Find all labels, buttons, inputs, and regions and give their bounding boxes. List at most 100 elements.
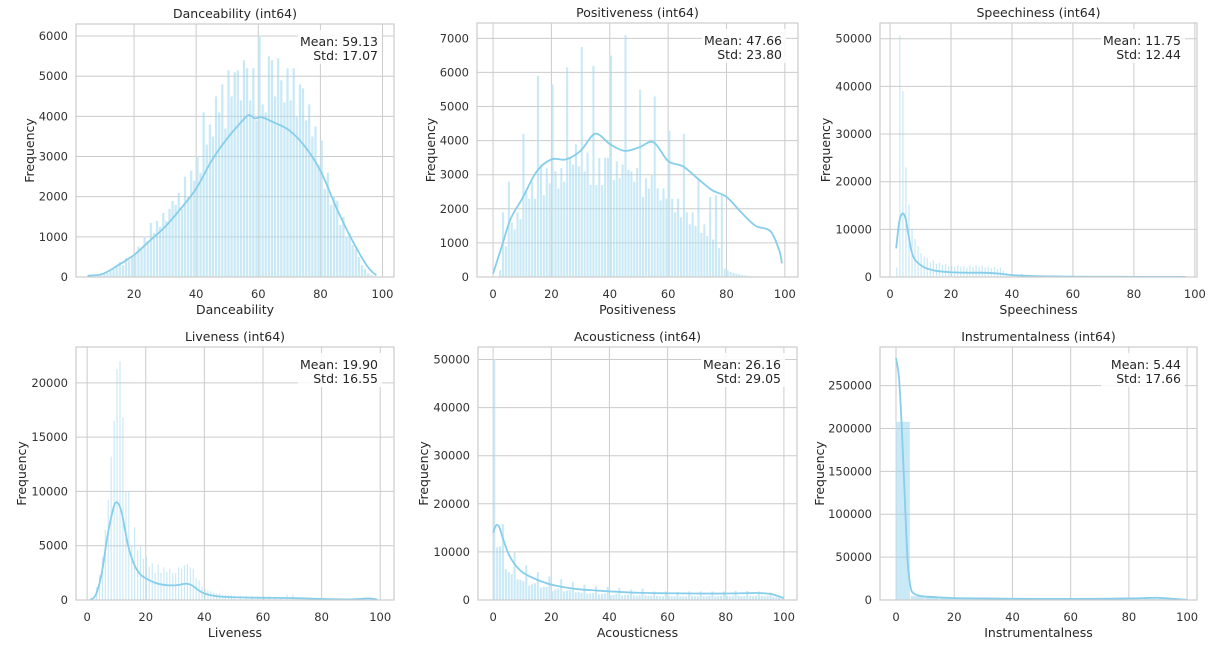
histogram-bar: [588, 593, 592, 600]
y-tick-label: 6000: [440, 65, 469, 79]
y-tick-label: 1000: [440, 236, 469, 250]
histogram-bar: [684, 595, 688, 600]
y-axis-label: Frequency: [812, 441, 827, 506]
y-tick-label: 1000: [39, 230, 68, 244]
histogram-bar: [682, 133, 686, 277]
histogram-bar: [609, 594, 612, 600]
axes-frame: [879, 22, 1198, 278]
histogram-bar: [577, 591, 580, 600]
x-tick-label: 100: [372, 287, 394, 301]
histogram-bar: [276, 57, 280, 277]
histogram-bar: [553, 589, 557, 600]
histogram-bar: [177, 192, 181, 277]
histogram-bar: [122, 417, 124, 600]
std-annotation: Std: 17.66: [1116, 371, 1181, 386]
histogram-bar: [313, 126, 317, 277]
x-tick-label: 40: [1005, 610, 1020, 624]
y-tick-label: 4000: [440, 134, 469, 148]
histogram-bar: [743, 595, 746, 600]
histogram-bars: [895, 421, 1187, 600]
subplot-acousticness: 0 20 40 60 80 100 0 10000 20000 30000 40000 50000 Ac…: [416, 329, 798, 640]
histogram-bar: [754, 595, 758, 600]
y-tick-label: 5000: [39, 69, 68, 83]
subplot-title: Liveness (int64): [185, 329, 285, 344]
histogram-bar: [565, 67, 569, 277]
histogram-bar: [670, 198, 674, 277]
histogram-bar: [687, 591, 691, 600]
histogram-bar: [115, 266, 119, 277]
histogram-bar: [524, 565, 528, 600]
histogram-bar: [956, 264, 959, 277]
histogram-bar: [171, 200, 175, 277]
histogram-bar: [214, 96, 218, 277]
histogram-bar: [705, 595, 708, 600]
histogram-bar: [597, 594, 601, 600]
histogram-bar: [600, 184, 604, 277]
histogram-bar: [676, 198, 680, 277]
x-axis-label: Speechiness: [999, 302, 1077, 317]
kde-line: [895, 357, 1188, 600]
histogram-bar: [527, 198, 531, 277]
histogram-bar: [357, 256, 361, 277]
histogram-bar: [592, 65, 595, 277]
histogram-bar: [594, 184, 598, 277]
histogram-bar: [769, 592, 772, 600]
histogram-bar: [183, 176, 187, 277]
histogram-bar: [559, 167, 563, 277]
histogram-bar: [760, 595, 764, 600]
histogram-bar: [716, 595, 720, 600]
histogram-bar: [118, 261, 122, 277]
histogram-bar: [978, 266, 980, 277]
subplot-danceability: 20 40 60 80 1000100020003000400050006000Danc…: [22, 6, 395, 317]
histogram-bar: [624, 34, 627, 277]
histogram-bar: [606, 586, 610, 600]
histogram-bar: [557, 188, 560, 277]
histogram-bar: [130, 256, 134, 277]
x-tick-label: 60: [660, 610, 675, 624]
histogram-bar: [693, 595, 697, 600]
histogram-bar: [220, 84, 224, 277]
histogram-bar: [681, 595, 685, 600]
histogram-bar: [571, 164, 575, 277]
subplot-speechiness: 0 20 40 60 80 100 0 10000 20000 30000 40000 50000 Sp…: [818, 5, 1206, 317]
histogram-bar: [899, 35, 901, 277]
histogram-bars: [95, 360, 376, 600]
histogram-bar: [902, 90, 904, 277]
histogram-bar: [615, 593, 618, 600]
histogram-bar: [975, 264, 977, 277]
histogram-bar: [722, 591, 726, 600]
histogram-bar: [577, 165, 581, 277]
histogram-bar: [694, 225, 697, 277]
y-tick-label: 10000: [835, 222, 872, 236]
histogram-bar: [700, 232, 703, 277]
histogram-bar: [632, 594, 636, 600]
histogram-bar: [107, 499, 110, 600]
histogram-bar: [720, 194, 724, 277]
histogram-bar: [635, 167, 639, 277]
histogram-bar: [629, 589, 633, 600]
histogram-bar: [583, 584, 586, 600]
histogram-bar: [545, 586, 548, 600]
histogram-bar: [734, 590, 737, 600]
histogram-bar: [606, 157, 610, 277]
histogram-bar: [728, 595, 732, 600]
y-tick-label: 5000: [39, 539, 68, 553]
histogram-bar: [589, 184, 592, 277]
y-tick-label: 0: [462, 270, 469, 284]
histogram-bar: [245, 67, 249, 277]
histogram-bars: [895, 35, 1044, 277]
y-tick-label: 40000: [835, 79, 872, 93]
x-tick-label: 40: [197, 610, 212, 624]
histogram-bar: [524, 191, 528, 277]
histogram-bar: [751, 595, 755, 600]
histogram-bar: [186, 563, 189, 600]
histogram-bar: [143, 236, 147, 277]
histogram-bar: [251, 67, 255, 277]
histogram-bar: [351, 244, 355, 277]
histogram-bar: [647, 188, 651, 277]
x-tick-label: 100: [1184, 287, 1206, 301]
histogram-bar: [993, 266, 996, 277]
histogram-bar: [729, 271, 732, 277]
histogram-bar: [154, 572, 156, 600]
histogram-bar: [711, 591, 714, 600]
